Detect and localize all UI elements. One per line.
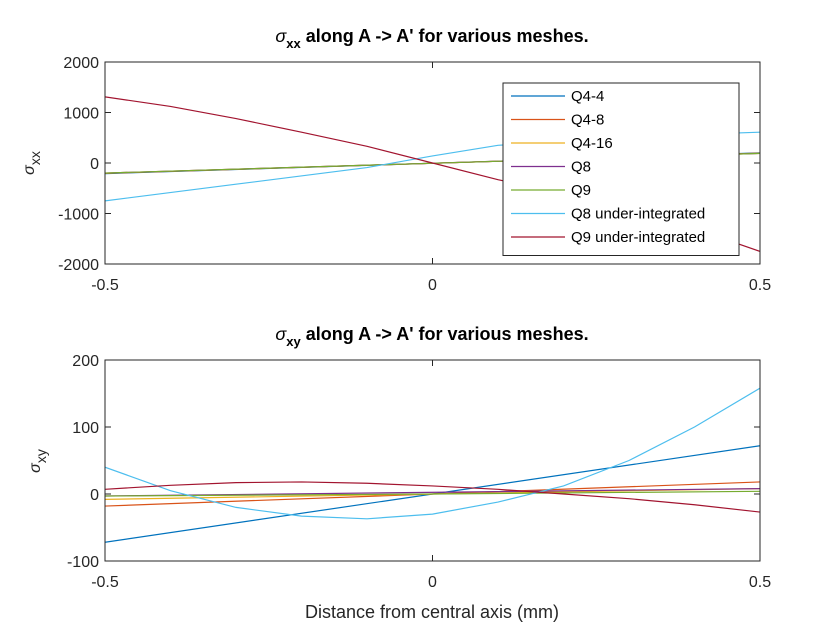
legend-label: Q8 [571, 159, 591, 176]
legend: Q4-4 Q4-8 Q4-16 Q8 Q9 Q8 under-integrated Q9 u… [502, 82, 740, 256]
y-tick-label: 100 [72, 420, 99, 437]
legend-label: Q4-4 [571, 88, 604, 105]
x-tick-label: 0 [428, 277, 437, 294]
y-tick-label: -2000 [58, 257, 99, 274]
x-axis-label: Distance from central axis (mm) [305, 602, 559, 622]
x-tick-label: 0 [428, 574, 437, 591]
legend-label: Q4-16 [571, 135, 613, 152]
series-line-q8-under-integrated [105, 387, 760, 520]
y-tick-label: 2000 [63, 55, 99, 72]
y-tick-label: 0 [90, 487, 99, 504]
title-rest: along A -> A' for various meshes. [301, 324, 589, 344]
series-line-q9-under-integrated [105, 481, 760, 513]
y-axis-label: σxy [27, 449, 49, 473]
y-tick-label: 1000 [63, 106, 99, 123]
axes-sigma-xy: σxy along A -> A' for various meshes. σx… [27, 324, 771, 622]
y-tick-label: -1000 [58, 207, 99, 224]
axes-sigma-xx: σxx along A -> A' for various meshes. σx… [21, 26, 771, 294]
legend-label: Q4-8 [571, 112, 604, 129]
x-tick-label: 0.5 [749, 277, 771, 294]
y-axis-label: σxx [21, 151, 43, 175]
y-tick-label: 0 [90, 156, 99, 173]
x-tick-label: -0.5 [91, 277, 119, 294]
ylabel-symbol: σ [21, 164, 38, 175]
chart-title: σxx along A -> A' for various meshes. [275, 26, 588, 51]
x-tick-label: 0.5 [749, 574, 771, 591]
title-symbol: σ [275, 324, 287, 344]
title-subscript: xx [286, 36, 301, 51]
ylabel-subscript: xy [33, 449, 49, 463]
legend-label: Q9 [571, 182, 591, 199]
chart-title: σxy along A -> A' for various meshes. [275, 324, 588, 349]
series-line-q9 [105, 490, 760, 497]
legend-label: Q8 under-integrated [571, 206, 705, 223]
legend-box [502, 82, 740, 256]
y-tick-label: 200 [72, 353, 99, 370]
series-group [105, 387, 760, 543]
y-tick-label: -100 [67, 554, 99, 571]
x-tick-label: -0.5 [91, 574, 119, 591]
ylabel-symbol: σ [27, 462, 44, 473]
ylabel-subscript: xx [27, 151, 43, 165]
title-symbol: σ [275, 26, 287, 46]
plot-area [105, 360, 760, 561]
title-rest: along A -> A' for various meshes. [301, 26, 589, 46]
legend-label: Q9 under-integrated [571, 229, 705, 246]
title-subscript: xy [286, 334, 301, 349]
